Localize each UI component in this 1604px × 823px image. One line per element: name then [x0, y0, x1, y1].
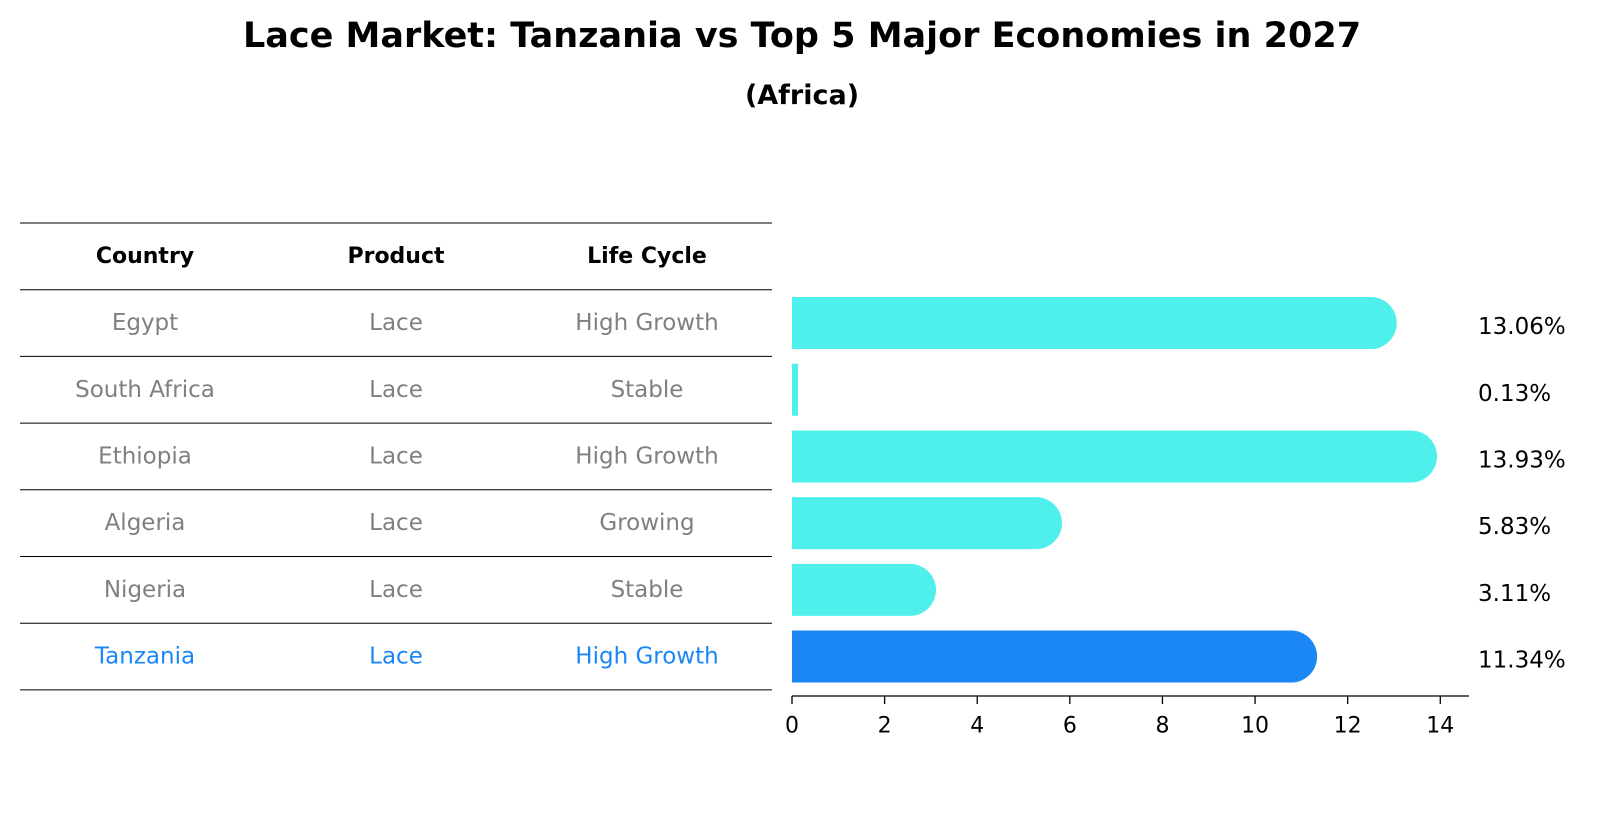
table-cell: Lace	[369, 577, 423, 603]
bar-value-label: 5.83%	[1478, 514, 1551, 540]
bar	[792, 430, 1438, 483]
table-cell: Nigeria	[104, 577, 186, 603]
table-cell: Stable	[611, 377, 684, 403]
table-cell: Lace	[369, 443, 423, 469]
table-cell: South Africa	[75, 377, 215, 403]
table-cell: Stable	[611, 577, 684, 603]
bar-value-label: 3.11%	[1478, 581, 1551, 607]
bar-value-label: 0.13%	[1478, 381, 1551, 407]
bar	[792, 297, 1397, 350]
table-cell: Lace	[369, 644, 423, 670]
chart-title: Lace Market: Tanzania vs Top 5 Major Eco…	[242, 16, 1362, 56]
table-cell: High Growth	[575, 310, 718, 336]
table-cell: High Growth	[575, 443, 718, 469]
x-tick-label: 0	[785, 714, 799, 739]
x-tick-label: 6	[1063, 714, 1077, 739]
x-tick-label: 8	[1155, 714, 1169, 739]
table-cell: Lace	[369, 377, 423, 403]
table-cell: Tanzania	[94, 644, 195, 670]
bar	[792, 497, 1062, 550]
bar	[792, 363, 799, 416]
x-tick-label: 14	[1426, 714, 1454, 739]
table-header-cell: Product	[347, 244, 445, 269]
table-cell: Ethiopia	[98, 443, 192, 469]
x-tick-label: 2	[878, 714, 892, 739]
table-cell: Lace	[369, 310, 423, 336]
table-cell: Algeria	[105, 510, 186, 536]
table-cell: Egypt	[112, 310, 178, 336]
table-cell: Growing	[599, 510, 694, 536]
bar-value-label: 13.06%	[1478, 314, 1566, 340]
bar-value-label: 11.34%	[1478, 648, 1566, 674]
table-cell: High Growth	[575, 644, 718, 670]
chart-subtitle: (Africa)	[744, 80, 860, 111]
bar-highlight	[792, 630, 1318, 683]
x-tick-label: 4	[970, 714, 984, 739]
bar	[792, 563, 937, 616]
x-tick-label: 12	[1334, 714, 1362, 739]
bar-value-label: 13.93%	[1478, 447, 1566, 473]
table-header-cell: Country	[96, 244, 194, 269]
table-cell: Lace	[369, 510, 423, 536]
table-header-cell: Life Cycle	[587, 244, 707, 269]
x-tick-label: 10	[1241, 714, 1269, 739]
